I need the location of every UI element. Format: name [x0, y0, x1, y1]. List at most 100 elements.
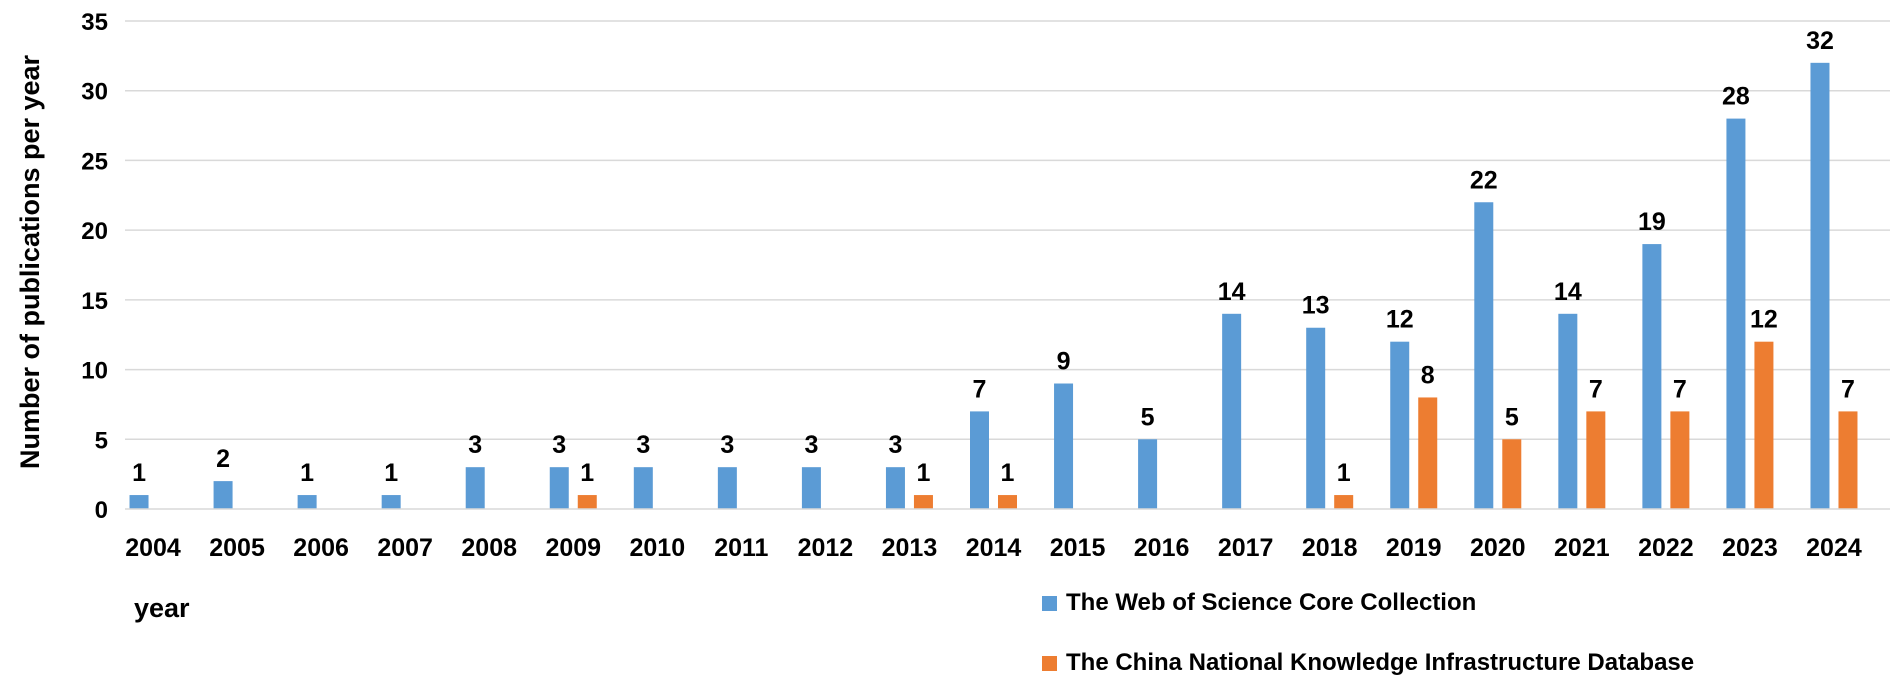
data-label-the-china-national-knowledge-infrastructure-database-2018: 1 [1337, 459, 1351, 487]
x-tick-label-2014: 2014 [966, 534, 1022, 562]
bar-the-web-of-science-core-collection-2016 [1138, 439, 1158, 509]
data-label-the-china-national-knowledge-infrastructure-database-2023: 12 [1750, 306, 1778, 334]
data-label-the-web-of-science-core-collection-2019: 12 [1386, 306, 1414, 334]
bar-the-web-of-science-core-collection-2021 [1558, 313, 1578, 509]
bar-the-web-of-science-core-collection-2013 [885, 467, 905, 509]
y-axis-title: Number of publications per year [15, 54, 45, 469]
x-tick-label-2016: 2016 [1134, 534, 1190, 562]
y-tick-label-5: 5 [95, 427, 108, 454]
bar-the-web-of-science-core-collection-2019 [1390, 341, 1410, 509]
x-tick-label-2015: 2015 [1050, 534, 1106, 562]
x-axis-title: year [134, 593, 190, 623]
data-label-the-web-of-science-core-collection-2024: 32 [1806, 27, 1834, 55]
x-tick-label-2019: 2019 [1386, 534, 1442, 562]
legend-swatch-the-china-national-knowledge-infrastructure-database [1042, 656, 1057, 671]
data-label-the-web-of-science-core-collection-2007: 1 [384, 459, 398, 487]
bar-the-china-national-knowledge-infrastructure-database-2013 [913, 495, 933, 509]
x-tick-label-2012: 2012 [798, 534, 854, 562]
x-tick-label-2004: 2004 [125, 534, 181, 562]
data-label-the-china-national-knowledge-infrastructure-database-2024: 7 [1841, 375, 1855, 403]
x-tick-label-2023: 2023 [1722, 534, 1778, 562]
bar-the-web-of-science-core-collection-2005 [213, 481, 233, 509]
x-tick-label-2010: 2010 [629, 534, 685, 562]
bar-the-web-of-science-core-collection-2018 [1306, 327, 1326, 509]
x-tick-label-2017: 2017 [1218, 534, 1274, 562]
x-tick-label-2013: 2013 [882, 534, 938, 562]
data-label-the-web-of-science-core-collection-2020: 22 [1470, 166, 1498, 194]
data-label-the-china-national-knowledge-infrastructure-database-2021: 7 [1589, 375, 1603, 403]
bar-the-web-of-science-core-collection-2010 [633, 467, 653, 509]
bar-the-web-of-science-core-collection-2012 [801, 467, 821, 509]
data-label-the-web-of-science-core-collection-2015: 9 [1057, 348, 1071, 376]
data-label-the-web-of-science-core-collection-2009: 3 [552, 431, 566, 459]
y-tick-label-15: 15 [81, 288, 108, 315]
data-label-the-web-of-science-core-collection-2017: 14 [1218, 278, 1246, 306]
x-tick-label-2005: 2005 [209, 534, 265, 562]
bar-the-web-of-science-core-collection-2014 [970, 411, 989, 509]
x-tick-label-2018: 2018 [1302, 534, 1358, 562]
y-tick-label-25: 25 [81, 148, 108, 175]
bar-the-china-national-knowledge-infrastructure-database-2020 [1502, 439, 1522, 509]
bar-the-china-national-knowledge-infrastructure-database-2019 [1418, 397, 1438, 509]
x-tick-label-2021: 2021 [1554, 534, 1610, 562]
data-label-the-web-of-science-core-collection-2008: 3 [468, 431, 482, 459]
legend-swatch-the-web-of-science-core-collection [1042, 596, 1057, 611]
bar-the-web-of-science-core-collection-2020 [1474, 202, 1494, 509]
y-tick-label-0: 0 [95, 497, 108, 524]
y-tick-label-20: 20 [81, 218, 108, 245]
bar-the-china-national-knowledge-infrastructure-database-2018 [1334, 495, 1354, 509]
y-tick-label-30: 30 [81, 79, 108, 106]
bar-the-web-of-science-core-collection-2015 [1054, 383, 1074, 509]
x-tick-label-2006: 2006 [293, 534, 349, 562]
x-tick-label-2024: 2024 [1806, 534, 1862, 562]
x-tick-label-2008: 2008 [461, 534, 517, 562]
bar-the-china-national-knowledge-infrastructure-database-2023 [1754, 341, 1774, 509]
data-label-the-web-of-science-core-collection-2023: 28 [1722, 83, 1750, 111]
bar-the-web-of-science-core-collection-2024 [1810, 62, 1830, 509]
data-label-the-web-of-science-core-collection-2022: 19 [1638, 208, 1666, 236]
data-label-the-web-of-science-core-collection-2016: 5 [1141, 403, 1155, 431]
bar-the-web-of-science-core-collection-2006 [297, 495, 317, 509]
bar-the-web-of-science-core-collection-2011 [717, 467, 737, 509]
data-label-the-web-of-science-core-collection-2010: 3 [636, 431, 650, 459]
data-label-the-web-of-science-core-collection-2021: 14 [1554, 278, 1582, 306]
bar-the-china-national-knowledge-infrastructure-database-2022 [1670, 411, 1690, 509]
x-tick-label-2007: 2007 [377, 534, 433, 562]
bar-the-china-national-knowledge-infrastructure-database-2009 [577, 495, 597, 509]
bar-the-web-of-science-core-collection-2007 [381, 495, 401, 509]
data-label-the-web-of-science-core-collection-2004: 1 [132, 459, 146, 487]
data-label-the-web-of-science-core-collection-2011: 3 [720, 431, 734, 459]
data-label-the-china-national-knowledge-infrastructure-database-2014: 1 [1001, 459, 1015, 487]
x-tick-label-2009: 2009 [545, 534, 601, 562]
data-label-the-web-of-science-core-collection-2012: 3 [804, 431, 818, 459]
bar-the-china-national-knowledge-infrastructure-database-2024 [1838, 411, 1858, 509]
bar-the-china-national-knowledge-infrastructure-database-2021 [1586, 411, 1606, 509]
data-label-the-china-national-knowledge-infrastructure-database-2019: 8 [1421, 361, 1435, 389]
data-label-the-web-of-science-core-collection-2018: 13 [1302, 292, 1330, 320]
bars [129, 62, 1858, 510]
data-label-the-china-national-knowledge-infrastructure-database-2020: 5 [1505, 403, 1519, 431]
data-label-the-web-of-science-core-collection-2005: 2 [216, 445, 230, 473]
legend-label-the-web-of-science-core-collection: The Web of Science Core Collection [1066, 589, 1476, 616]
data-label-the-web-of-science-core-collection-2013: 3 [888, 431, 902, 459]
data-label-the-china-national-knowledge-infrastructure-database-2022: 7 [1673, 375, 1687, 403]
y-tick-label-10: 10 [81, 358, 108, 385]
x-tick-label-2022: 2022 [1638, 534, 1694, 562]
y-tick-label-35: 35 [81, 9, 108, 36]
bar-the-web-of-science-core-collection-2023 [1726, 118, 1746, 509]
bar-the-web-of-science-core-collection-2017 [1222, 313, 1242, 509]
x-tick-label-2020: 2020 [1470, 534, 1526, 562]
data-label-the-web-of-science-core-collection-2014: 7 [973, 375, 987, 403]
legend-label-the-china-national-knowledge-infrastructure-database: The China National Knowledge Infrastruct… [1066, 649, 1694, 676]
gridlines [125, 20, 1890, 441]
bar-the-china-national-knowledge-infrastructure-database-2014 [998, 495, 1017, 509]
bar-the-web-of-science-core-collection-2022 [1642, 244, 1662, 510]
bar-the-web-of-science-core-collection-2008 [465, 467, 485, 509]
data-label-the-china-national-knowledge-infrastructure-database-2009: 1 [580, 459, 594, 487]
bar-the-web-of-science-core-collection-2009 [549, 467, 569, 509]
x-tick-label-2011: 2011 [714, 534, 768, 562]
